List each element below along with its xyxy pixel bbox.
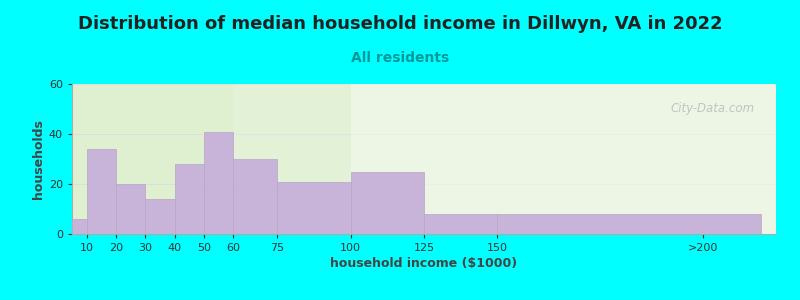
Bar bbox=[174, 164, 204, 234]
Bar bbox=[86, 149, 116, 234]
Text: All residents: All residents bbox=[351, 51, 449, 65]
Bar bbox=[350, 172, 424, 234]
Bar bbox=[204, 131, 234, 234]
Text: City-Data.com: City-Data.com bbox=[670, 102, 755, 115]
Bar bbox=[72, 219, 86, 234]
Bar bbox=[234, 84, 350, 234]
Bar bbox=[146, 199, 174, 234]
Bar bbox=[350, 84, 776, 234]
Y-axis label: households: households bbox=[32, 119, 45, 199]
Bar bbox=[116, 184, 146, 234]
Text: Distribution of median household income in Dillwyn, VA in 2022: Distribution of median household income … bbox=[78, 15, 722, 33]
Bar bbox=[278, 182, 350, 234]
Bar bbox=[424, 214, 498, 234]
X-axis label: household income ($1000): household income ($1000) bbox=[330, 257, 518, 270]
Bar bbox=[234, 159, 278, 234]
Bar bbox=[498, 214, 762, 234]
